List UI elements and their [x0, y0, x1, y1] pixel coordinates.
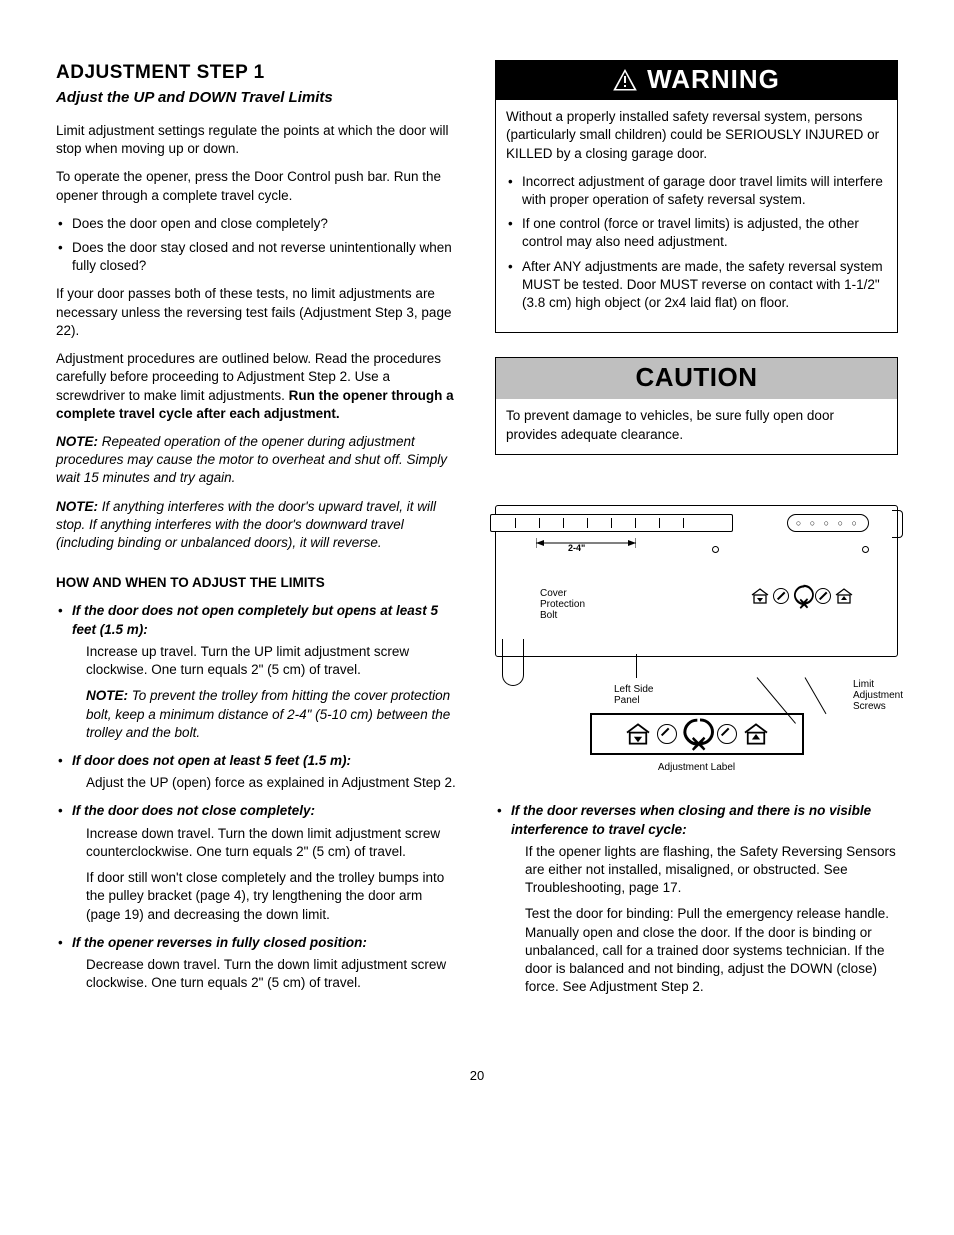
- opener-diagram: ○ ○ ○ ○ ○ 2-4" Cover Protection Bolt: [495, 505, 898, 775]
- intro-p1: Limit adjustment settings regulate the p…: [56, 122, 459, 158]
- warning-bullet: After ANY adjustments are made, the safe…: [506, 258, 887, 313]
- warning-intro: Without a properly installed safety reve…: [506, 108, 887, 163]
- arrows-icon: ⤹⤸: [793, 588, 811, 603]
- reverse-body: If the opener lights are flashing, the S…: [525, 843, 898, 898]
- warning-header: WARNING: [496, 61, 897, 100]
- limit-body: Increase up travel. Turn the UP limit ad…: [86, 643, 459, 679]
- warning-body: Without a properly installed safety reve…: [496, 100, 897, 332]
- cw-icon: [717, 724, 737, 744]
- label-line: Left Side: [614, 684, 653, 695]
- question-list: Does the door open and close completely?…: [56, 215, 459, 276]
- reverse-body: Test the door for binding: Pull the emer…: [525, 905, 898, 996]
- caution-text: To prevent damage to vehicles, be sure f…: [506, 407, 887, 443]
- ccw-icon: [773, 588, 789, 604]
- note-2: NOTE: If anything interferes with the do…: [56, 498, 459, 553]
- limit-screws-callout: Limit Adjustment Screws: [853, 679, 903, 712]
- left-panel-callout: Left Side Panel: [614, 684, 653, 706]
- limit-item-2: If door does not open at least 5 feet (1…: [56, 752, 459, 792]
- caution-header: CAUTION: [496, 358, 897, 399]
- subheading: Adjust the UP and DOWN Travel Limits: [56, 88, 459, 108]
- question-2: Does the door stay closed and not revers…: [56, 239, 459, 275]
- limits-subhead: HOW AND WHEN TO ADJUST THE LIMITS: [56, 574, 459, 592]
- limit-term: If the opener reverses in fully closed p…: [72, 935, 367, 950]
- limit-note: NOTE: To prevent the trolley from hittin…: [86, 687, 459, 742]
- note-text: If anything interferes with the door's u…: [56, 499, 436, 550]
- note-label: NOTE:: [86, 688, 128, 703]
- step-heading: ADJUSTMENT STEP 1: [56, 60, 459, 86]
- limit-body: Adjust the UP (open) force as explained …: [86, 774, 459, 792]
- warning-icon: [613, 69, 637, 91]
- reverse-term: If the door reverses when closing and th…: [511, 803, 871, 836]
- intro-p3: If your door passes both of these tests,…: [56, 285, 459, 340]
- dimension-label: 2-4": [568, 542, 585, 554]
- warning-bullets: Incorrect adjustment of garage door trav…: [506, 173, 887, 313]
- right-column: WARNING Without a properly installed saf…: [495, 60, 898, 1007]
- reverse-item: If the door reverses when closing and th…: [495, 802, 898, 996]
- vent-dots: ○ ○ ○ ○ ○: [787, 514, 869, 532]
- limit-term: If door does not open at least 5 feet (1…: [72, 753, 351, 768]
- warning-box: WARNING Without a properly installed saf…: [495, 60, 898, 333]
- intro-p2: To operate the opener, press the Door Co…: [56, 168, 459, 204]
- note-label: NOTE:: [56, 499, 98, 514]
- label-line: Limit: [853, 679, 874, 690]
- limit-body: Decrease down travel. Turn the down limi…: [86, 956, 459, 992]
- note-1: NOTE: Repeated operation of the opener d…: [56, 433, 459, 488]
- house-down-icon: [751, 588, 769, 604]
- question-1: Does the door open and close completely?: [56, 215, 459, 233]
- ccw-icon: [657, 724, 677, 744]
- arrows-icon: ⤹⤸: [683, 723, 711, 744]
- limit-item-1: If the door does not open completely but…: [56, 602, 459, 742]
- note-text: To prevent the trolley from hitting the …: [86, 688, 450, 739]
- note-text: Repeated operation of the opener during …: [56, 434, 447, 485]
- limit-term: If the door does not close completely:: [72, 803, 315, 818]
- warning-title: WARNING: [647, 62, 780, 97]
- label-line: Panel: [614, 695, 640, 706]
- limit-body: If door still won't close completely and…: [86, 869, 459, 924]
- cw-icon: [815, 588, 831, 604]
- warning-bullet: Incorrect adjustment of garage door trav…: [506, 173, 887, 209]
- page-number: 20: [56, 1067, 898, 1085]
- label-line: Cover: [540, 588, 567, 599]
- house-down-icon: [625, 723, 651, 745]
- limit-term: If the door does not open completely but…: [72, 603, 438, 636]
- adjustment-glyphs: ⤹⤸: [751, 588, 853, 604]
- note-label: NOTE:: [56, 434, 98, 449]
- limits-list: If the door does not open completely but…: [56, 602, 459, 992]
- adjustment-label-box: ⤹⤸: [590, 713, 804, 755]
- left-column: ADJUSTMENT STEP 1 Adjust the UP and DOWN…: [56, 60, 459, 1007]
- label-line: Adjustment: [853, 690, 903, 701]
- intro-p4: Adjustment procedures are outlined below…: [56, 350, 459, 423]
- caution-body: To prevent damage to vehicles, be sure f…: [496, 399, 897, 453]
- caution-box: CAUTION To prevent damage to vehicles, b…: [495, 357, 898, 455]
- label-line: Bolt: [540, 610, 557, 621]
- limit-item-3: If the door does not close completely: I…: [56, 802, 459, 923]
- limit-body: Increase down travel. Turn the down limi…: [86, 825, 459, 861]
- house-up-icon: [743, 723, 769, 745]
- warning-bullet: If one control (force or travel limits) …: [506, 215, 887, 251]
- cover-bolt-label: Cover Protection Bolt: [540, 588, 585, 621]
- label-line: Protection: [540, 599, 585, 610]
- reverse-list: If the door reverses when closing and th…: [495, 802, 898, 996]
- house-up-icon: [835, 588, 853, 604]
- adjustment-label-caption: Adjustment Label: [495, 761, 898, 775]
- limit-item-4: If the opener reverses in fully closed p…: [56, 934, 459, 993]
- label-line: Screws: [853, 701, 886, 712]
